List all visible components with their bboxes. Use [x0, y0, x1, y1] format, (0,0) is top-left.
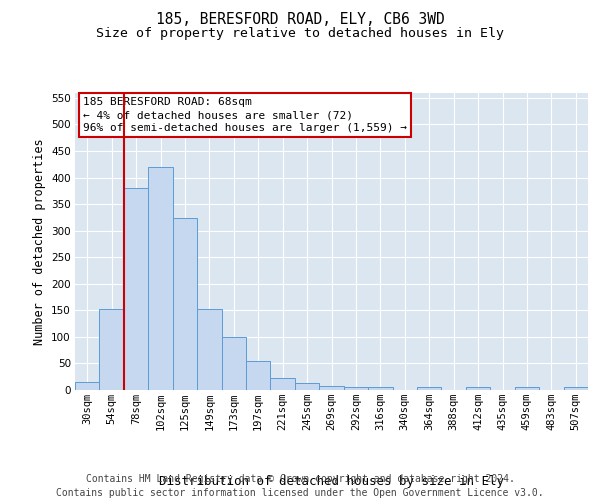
Y-axis label: Number of detached properties: Number of detached properties [32, 138, 46, 344]
Bar [515, 388, 539, 390]
Text: Size of property relative to detached houses in Ely: Size of property relative to detached ho… [96, 28, 504, 40]
Bar [368, 388, 392, 390]
Bar [246, 361, 271, 390]
X-axis label: Distribution of detached houses by size in Ely: Distribution of detached houses by size … [159, 474, 504, 488]
Bar [319, 386, 344, 390]
Bar [124, 188, 148, 390]
Bar [100, 308, 124, 390]
Bar [295, 382, 319, 390]
Bar [221, 337, 246, 390]
Text: 185, BERESFORD ROAD, ELY, CB6 3WD: 185, BERESFORD ROAD, ELY, CB6 3WD [155, 12, 445, 28]
Bar [417, 388, 442, 390]
Bar [148, 167, 173, 390]
Bar [75, 382, 100, 390]
Bar [173, 218, 197, 390]
Bar [197, 308, 221, 390]
Bar [466, 388, 490, 390]
Bar [344, 388, 368, 390]
Text: 185 BERESFORD ROAD: 68sqm
← 4% of detached houses are smaller (72)
96% of semi-d: 185 BERESFORD ROAD: 68sqm ← 4% of detach… [83, 97, 407, 134]
Bar [563, 388, 588, 390]
Text: Contains HM Land Registry data © Crown copyright and database right 2024.
Contai: Contains HM Land Registry data © Crown c… [56, 474, 544, 498]
Bar [271, 378, 295, 390]
